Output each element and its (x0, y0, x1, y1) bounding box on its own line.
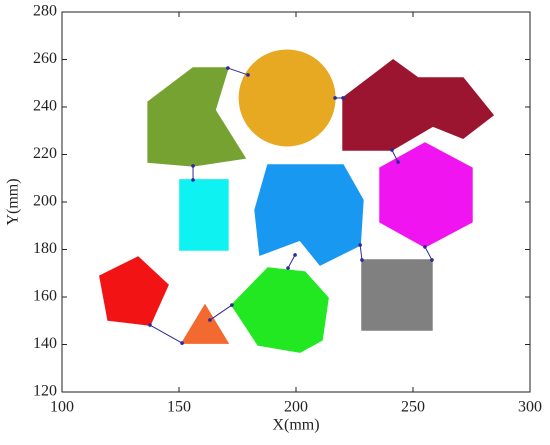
connector-point (390, 148, 394, 152)
connector (287, 254, 296, 269)
connector-point (191, 178, 195, 182)
x-tick-label: 150 (167, 399, 191, 416)
connector (209, 304, 233, 321)
connector (424, 246, 433, 261)
connector-point (191, 164, 195, 168)
connector (149, 324, 183, 344)
shape (230, 267, 329, 353)
shape (254, 164, 364, 266)
y-tick-label: 140 (33, 335, 57, 352)
connector-point (148, 323, 152, 327)
connector-point (360, 258, 364, 262)
connector-point (230, 303, 234, 307)
shape (238, 49, 336, 147)
connector (359, 244, 363, 261)
y-tick-label: 220 (33, 145, 57, 162)
y-axis-label: Y(mm) (5, 178, 22, 225)
connector-point (423, 245, 427, 249)
connector-point (208, 318, 212, 322)
connector (391, 149, 399, 163)
y-tick-label: 180 (33, 240, 57, 257)
x-axis-label: X(mm) (272, 417, 319, 434)
connector-point (293, 253, 297, 257)
y-tick-label: 240 (33, 98, 57, 115)
shape (147, 67, 247, 167)
y-tick-label: 260 (33, 50, 57, 67)
connector-point (341, 96, 345, 100)
x-tick-label: 200 (284, 399, 308, 416)
x-tick-label: 100 (50, 399, 74, 416)
connector-point (430, 258, 434, 262)
shape (361, 259, 433, 331)
connector-point (180, 341, 184, 345)
connector-point (226, 66, 230, 70)
shape (180, 303, 230, 344)
shape (179, 179, 229, 251)
connector-point (286, 266, 290, 270)
y-tick-label: 160 (33, 288, 57, 305)
y-tick-label: 280 (33, 3, 57, 20)
x-tick-label: 300 (518, 399, 542, 416)
connector-point (246, 73, 250, 77)
x-tick-label: 250 (401, 399, 425, 416)
connector-point (396, 160, 400, 164)
y-tick-label: 120 (33, 383, 57, 400)
connector-point (333, 96, 337, 100)
shape (342, 59, 495, 151)
shape (99, 256, 169, 326)
connector (227, 67, 249, 76)
connector-point (358, 243, 362, 247)
y-tick-label: 200 (33, 193, 57, 210)
